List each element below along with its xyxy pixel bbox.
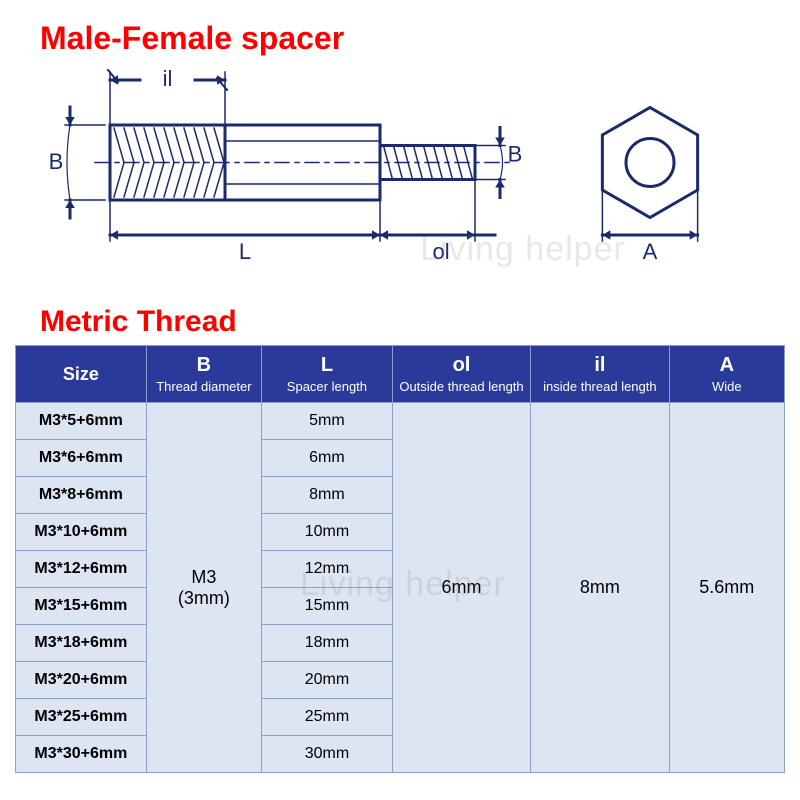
cell-size: M3*20+6mm — [16, 662, 147, 699]
cell-L: 12mm — [262, 551, 393, 588]
cell-size: M3*6+6mm — [16, 440, 147, 477]
cell-L: 5mm — [262, 403, 393, 440]
cell-size: M3*12+6mm — [16, 551, 147, 588]
svg-text:L: L — [239, 239, 251, 264]
spec-table: SizeBThread diameterLSpacer lengtholOuts… — [15, 345, 785, 773]
cell-L: 30mm — [262, 736, 393, 773]
col-header-5: AWide — [669, 346, 784, 403]
svg-text:ol: ol — [433, 239, 450, 264]
cell-ol: 6mm — [392, 403, 530, 773]
table-row: M3*5+6mmM3(3mm)5mm6mm8mm5.6mm — [16, 403, 785, 440]
cell-B: M3(3mm) — [146, 403, 261, 773]
cell-size: M3*30+6mm — [16, 736, 147, 773]
svg-text:il: il — [163, 66, 173, 91]
cell-L: 20mm — [262, 662, 393, 699]
cell-L: 25mm — [262, 699, 393, 736]
cell-L: 18mm — [262, 625, 393, 662]
cell-L: 6mm — [262, 440, 393, 477]
col-header-4: ilinside thread length — [531, 346, 669, 403]
cell-size: M3*18+6mm — [16, 625, 147, 662]
col-header-1: BThread diameter — [146, 346, 261, 403]
spacer-diagram: il B B Lol A — [40, 60, 760, 290]
cell-A: 5.6mm — [669, 403, 784, 773]
cell-L: 15mm — [262, 588, 393, 625]
svg-text:B: B — [49, 149, 64, 174]
col-header-0: Size — [16, 346, 147, 403]
cell-size: M3*15+6mm — [16, 588, 147, 625]
cell-size: M3*5+6mm — [16, 403, 147, 440]
cell-size: M3*25+6mm — [16, 699, 147, 736]
main-title: Male-Female spacer — [40, 20, 344, 57]
cell-L: 10mm — [262, 514, 393, 551]
cell-size: M3*8+6mm — [16, 477, 147, 514]
section-title: Metric Thread — [40, 305, 237, 339]
svg-text:A: A — [643, 239, 658, 264]
col-header-2: LSpacer length — [262, 346, 393, 403]
col-header-3: olOutside thread length — [392, 346, 530, 403]
cell-il: 8mm — [531, 403, 669, 773]
svg-text:B: B — [508, 141, 523, 166]
cell-size: M3*10+6mm — [16, 514, 147, 551]
cell-L: 8mm — [262, 477, 393, 514]
